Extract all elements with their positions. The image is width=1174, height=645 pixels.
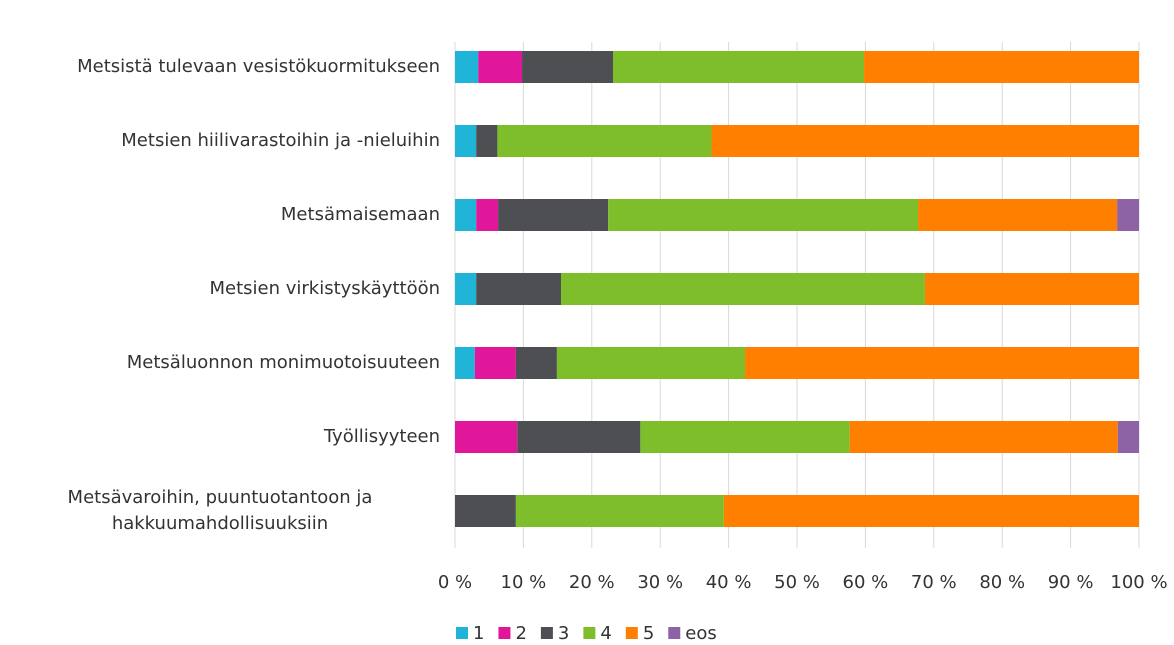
- category-label-box: Metsämaisemaan: [0, 202, 440, 228]
- bar-segment: [455, 347, 475, 379]
- y-tick-label: Metsistä tulevaan vesistökuormitukseen: [77, 55, 440, 77]
- bar-segment: [849, 421, 1118, 453]
- x-tick-label: 90 %: [1048, 572, 1094, 593]
- bar-segment: [640, 421, 850, 453]
- bar-segment: [918, 199, 1118, 231]
- bar-segment: [522, 51, 614, 83]
- bar-segment: [455, 273, 477, 305]
- category-label-box: Metsävaroihin, puuntuotantoon ja hakkuum…: [0, 485, 440, 537]
- y-tick-label: Metsävaroihin, puuntuotantoon ja hakkuum…: [67, 486, 373, 534]
- legend-swatch: [540, 627, 553, 639]
- bar-segment: [476, 199, 499, 231]
- legend-swatch: [625, 627, 638, 639]
- x-tick-label: 30 %: [637, 572, 683, 593]
- legend-swatch: [583, 627, 596, 639]
- bar-segment: [474, 347, 516, 379]
- legend-label: 2: [515, 623, 526, 644]
- category-label-box: Metsien hiilivarastoihin ja -nieluihin: [0, 128, 440, 154]
- category-label-box: Metsien virkistyskäyttöön: [0, 276, 440, 302]
- legend-label: 1: [473, 623, 484, 644]
- y-tick-label: Metsämaisemaan: [280, 203, 440, 225]
- y-tick-label: Metsäluonnon monimuotoisuuteen: [126, 351, 440, 373]
- bar-segment: [478, 51, 523, 83]
- bar-segment: [1117, 199, 1139, 231]
- y-tick-label: Työllisyyteen: [323, 425, 440, 447]
- x-tick-label: 20 %: [569, 572, 615, 593]
- bar-segment: [498, 199, 609, 231]
- legend-label: 5: [643, 623, 654, 644]
- bar-segment: [455, 421, 518, 453]
- x-tick-label: 40 %: [706, 572, 752, 593]
- x-tick-label: 70 %: [911, 572, 957, 593]
- x-tick-label: 100 %: [1110, 572, 1167, 593]
- bar-segment: [864, 51, 1139, 83]
- bar-segment: [515, 347, 557, 379]
- category-label-box: Metsistä tulevaan vesistökuormitukseen: [0, 54, 440, 80]
- bar-segment: [924, 273, 1139, 305]
- bar-segment: [476, 125, 498, 157]
- bar-segment: [517, 421, 641, 453]
- legend-label: 3: [558, 623, 569, 644]
- y-tick-label: Metsien virkistyskäyttöön: [209, 277, 440, 299]
- bar-segment: [455, 199, 477, 231]
- bar-segment: [745, 347, 1139, 379]
- bar-segment: [711, 125, 1139, 157]
- bar-segment: [1117, 421, 1139, 453]
- bar-segment: [561, 273, 925, 305]
- legend-swatch: [498, 627, 511, 639]
- x-tick-label: 50 %: [774, 572, 820, 593]
- bar-segment: [455, 495, 516, 527]
- bar-segment: [455, 51, 479, 83]
- bar-segment: [476, 273, 562, 305]
- bar-segment: [556, 347, 746, 379]
- bar-segment: [455, 125, 477, 157]
- legend-label: 4: [600, 623, 611, 644]
- bar-segment: [613, 51, 865, 83]
- category-label-box: Työllisyyteen: [0, 424, 440, 450]
- x-tick-label: 10 %: [501, 572, 547, 593]
- y-tick-label: Metsien hiilivarastoihin ja -nieluihin: [121, 129, 440, 151]
- x-tick-label: 0 %: [438, 572, 472, 593]
- bar-segment: [723, 495, 1139, 527]
- x-tick-label: 60 %: [843, 572, 889, 593]
- bar-segment: [608, 199, 919, 231]
- x-tick-label: 80 %: [979, 572, 1025, 593]
- bar-segment: [515, 495, 724, 527]
- category-label-box: Metsäluonnon monimuotoisuuteen: [0, 350, 440, 376]
- legend-swatch: [456, 627, 468, 639]
- bar-segment: [497, 125, 712, 157]
- legend-label: eos: [685, 623, 716, 644]
- legend-swatch: [668, 627, 681, 639]
